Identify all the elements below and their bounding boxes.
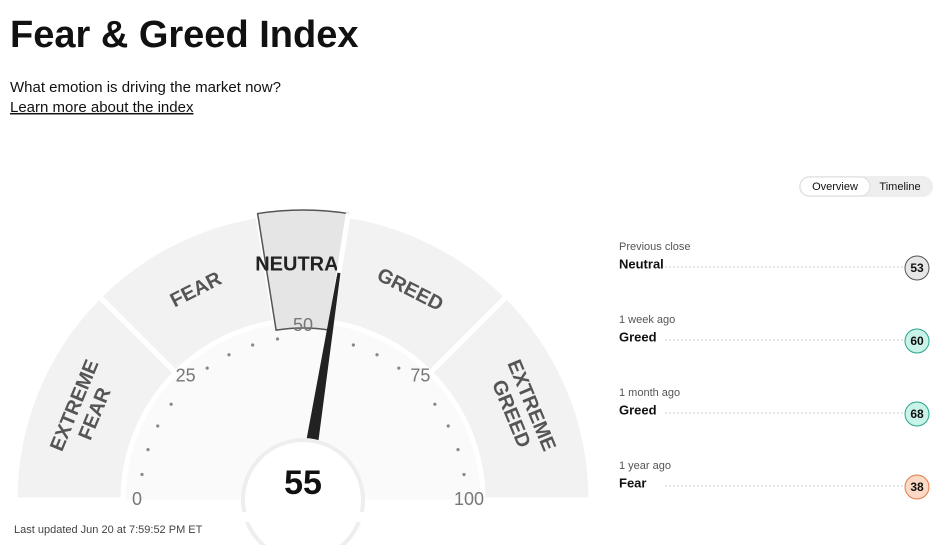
history-label: 1 month ago [619, 387, 680, 399]
gauge-dot [140, 472, 144, 477]
history-label: 1 year ago [619, 460, 671, 472]
history-badge [904, 255, 930, 281]
gauge-dot [156, 424, 160, 428]
gauge-dot [397, 366, 401, 370]
gauge-value: 55 [284, 464, 322, 502]
gauge-dot [205, 366, 209, 370]
history-badge [904, 328, 930, 354]
tab-timeline[interactable]: Timeline [879, 181, 920, 193]
gauge-dot [251, 343, 255, 347]
history-value: 38 [910, 480, 924, 494]
segment [426, 292, 594, 503]
gauge-dot [446, 424, 450, 428]
gauge-dot [351, 343, 355, 347]
subtitle: What emotion is driving the market now? [10, 79, 281, 96]
gauge-dot [456, 448, 460, 452]
history-rating: Neutral [619, 256, 664, 271]
gauge-tick-label: 100 [454, 489, 484, 509]
history-badge [904, 474, 930, 500]
history-rating: Greed [619, 329, 657, 344]
gauge-needle [306, 272, 341, 442]
gauge-tick-label: 75 [410, 366, 430, 386]
gauge-tick-label: 50 [293, 315, 313, 335]
last-updated: Last updated Jun 20 at 7:59:52 PM ET [14, 524, 203, 536]
gauge-dot [169, 402, 173, 406]
gauge-inner-bg [123, 320, 483, 500]
gauge-dot [227, 353, 231, 357]
history-label: 1 week ago [619, 314, 675, 326]
gauge-tick-label: 25 [176, 366, 196, 386]
history-label: Previous close [619, 241, 691, 253]
gauge-bottom-mask [0, 512, 600, 522]
history-value: 53 [910, 261, 924, 275]
gauge-tick-label: 0 [132, 489, 142, 509]
tab-overview[interactable]: Overview [812, 181, 858, 193]
history-rating: Fear [619, 475, 646, 490]
gauge-dot [462, 472, 466, 477]
gauge-dot [275, 337, 280, 341]
tab-active-bg [799, 176, 871, 197]
history-value: 60 [910, 334, 924, 348]
learn-more-link[interactable]: Learn more about the index [10, 99, 194, 116]
page-title: Fear & Greed Index [10, 14, 358, 56]
gauge-dot [433, 402, 437, 406]
segment-label: NEUTRAL [255, 253, 351, 275]
history-value: 68 [910, 407, 924, 421]
history-rating: Greed [619, 402, 657, 417]
history-badge [904, 401, 930, 427]
gauge-dot [375, 353, 379, 357]
gauge-dot [146, 448, 150, 452]
